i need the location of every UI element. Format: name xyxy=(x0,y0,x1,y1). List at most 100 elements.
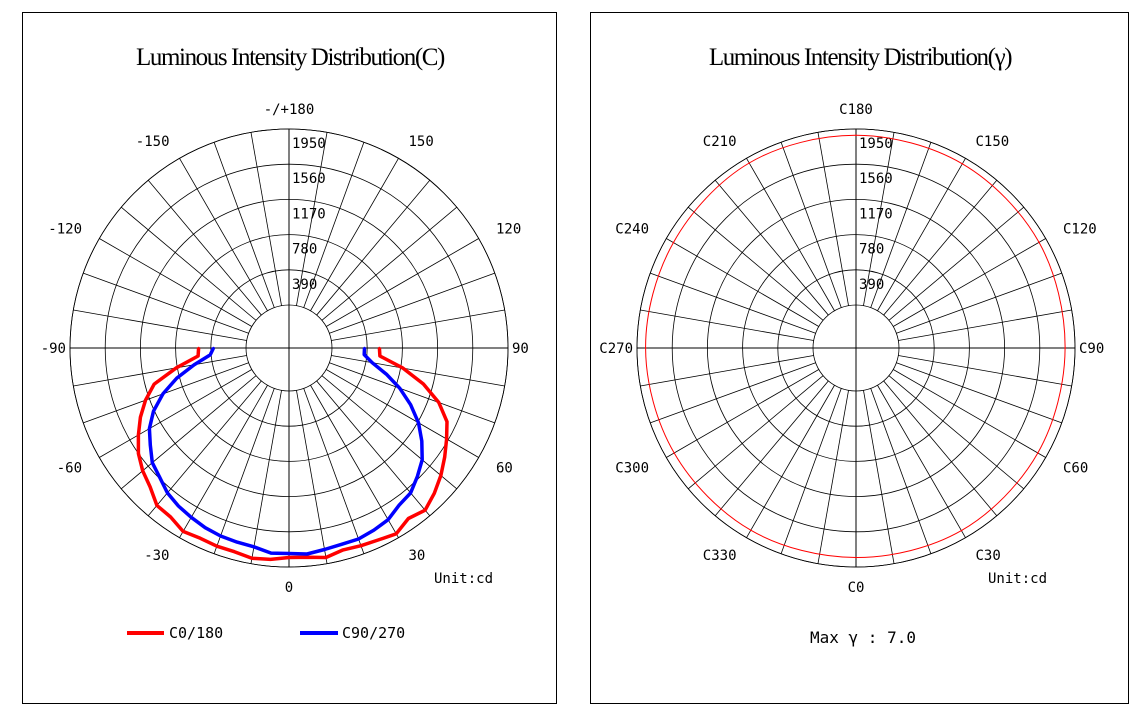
legend-label-c90-270: C90/270 xyxy=(342,624,405,642)
data-point-1-9 xyxy=(158,476,161,479)
right-spoke-120 xyxy=(893,238,1046,327)
right-spoke-320 xyxy=(714,380,829,517)
gamma-point-6 xyxy=(855,134,857,137)
data-point-0-28 xyxy=(439,474,443,477)
left-spoke-300 xyxy=(99,369,252,458)
left-spoke-170 xyxy=(296,132,328,306)
left-spoke-140 xyxy=(316,179,431,316)
data-point-0-14 xyxy=(215,544,219,548)
data-point-1-5 xyxy=(152,409,155,413)
left-angle-label-10: -120 xyxy=(48,222,82,238)
left-spoke-20 xyxy=(303,388,365,554)
left-polar-chart: Luminous Intensity Distribution(C) 390 78… xyxy=(41,44,529,642)
data-point-1-15 xyxy=(235,540,239,544)
data-point-0-13 xyxy=(199,537,202,540)
data-point-1-0 xyxy=(212,346,215,350)
right-spoke-80 xyxy=(898,355,1072,387)
right-radial-tick-1950: 1950 xyxy=(859,136,893,152)
gamma-point-0 xyxy=(855,556,857,559)
data-point-1-24 xyxy=(386,518,390,521)
data-point-1-35 xyxy=(363,353,366,356)
gamma-point-8 xyxy=(672,241,675,244)
left-spoke-30 xyxy=(310,385,399,538)
left-chart-panel: Luminous Intensity Distribution(C) 390 78… xyxy=(22,12,557,704)
data-point-0-17 xyxy=(269,558,272,561)
right-radial-tick-390: 390 xyxy=(859,277,884,293)
data-point-0-3 xyxy=(152,382,156,386)
right-spoke-260 xyxy=(640,309,814,341)
right-spoke-240 xyxy=(666,238,819,327)
right-spoke-100 xyxy=(898,309,1072,341)
left-spoke-200 xyxy=(213,142,275,308)
data-point-0-7 xyxy=(137,452,140,455)
left-spoke-280 xyxy=(73,355,247,387)
data-point-1-27 xyxy=(416,475,419,478)
data-point-1-23 xyxy=(372,528,376,532)
data-point-0-6 xyxy=(137,433,140,437)
right-angle-label-10: C240 xyxy=(615,222,649,238)
right-angle-label-9: C270 xyxy=(599,341,633,357)
left-angle-label-6: 0 xyxy=(285,580,293,596)
right-spoke-130 xyxy=(888,206,1025,321)
gamma-point-10 xyxy=(673,452,675,454)
data-point-0-4 xyxy=(144,399,147,402)
data-point-0-20 xyxy=(324,556,328,559)
left-spoke-210 xyxy=(179,158,268,311)
gamma-point-11 xyxy=(749,529,752,532)
left-spoke-230 xyxy=(120,206,257,321)
left-angle-label-4: 60 xyxy=(496,461,513,477)
data-point-1-20 xyxy=(323,548,326,551)
data-point-1-2 xyxy=(193,363,196,366)
right-angle-label-5: C30 xyxy=(976,548,1001,564)
left-angle-label-0: -/+180 xyxy=(264,102,315,118)
data-point-1-18 xyxy=(287,552,291,555)
data-point-1-16 xyxy=(252,545,256,548)
data-point-1-1 xyxy=(208,353,212,357)
left-angle-label-9: -90 xyxy=(41,341,66,357)
data-point-1-19 xyxy=(305,552,309,556)
data-point-1-6 xyxy=(148,427,151,430)
left-spoke-60 xyxy=(326,369,479,458)
right-spoke-210 xyxy=(746,158,835,311)
right-radial-tick-1170: 1170 xyxy=(859,206,893,222)
left-angle-label-2: 120 xyxy=(496,222,521,238)
right-spoke-150 xyxy=(877,158,966,311)
gamma-point-9 xyxy=(644,347,647,349)
data-point-0-18 xyxy=(287,556,291,559)
right-spoke-50 xyxy=(888,375,1025,490)
data-point-1-26 xyxy=(409,491,412,495)
data-point-0-22 xyxy=(359,544,363,547)
data-point-1-13 xyxy=(204,526,207,529)
left-spoke-50 xyxy=(321,375,458,490)
gamma-point-5 xyxy=(961,163,964,165)
data-point-1-17 xyxy=(269,551,273,555)
data-point-1-12 xyxy=(190,516,193,519)
data-point-0-31 xyxy=(445,420,449,423)
right-angle-label-8: C300 xyxy=(615,461,649,477)
left-spoke-350 xyxy=(250,390,282,564)
right-spoke-350 xyxy=(817,390,849,564)
left-spoke-100 xyxy=(331,309,505,341)
right-chart-title: Luminous Intensity Distribution(γ) xyxy=(709,44,1012,71)
left-radial-tick-390: 390 xyxy=(292,277,317,293)
left-spoke-220 xyxy=(147,179,262,316)
right-angle-label-0: C180 xyxy=(839,102,873,118)
left-spoke-340 xyxy=(213,388,275,554)
data-point-0-26 xyxy=(423,509,427,512)
right-spoke-170 xyxy=(863,132,895,306)
data-point-0-21 xyxy=(341,548,345,552)
left-spoke-260 xyxy=(73,309,247,341)
right-spoke-250 xyxy=(650,272,816,334)
data-point-1-7 xyxy=(149,443,152,447)
data-point-0-32 xyxy=(437,401,441,404)
gamma-curve xyxy=(645,134,1066,559)
left-spoke-80 xyxy=(331,355,505,387)
left-angle-label-7: -30 xyxy=(144,548,169,564)
left-spoke-150 xyxy=(310,158,399,311)
data-point-0-10 xyxy=(155,504,159,507)
data-point-0-23 xyxy=(377,538,380,542)
right-radial-tick-780: 780 xyxy=(859,242,884,258)
data-point-0-25 xyxy=(407,517,410,520)
data-point-1-8 xyxy=(151,461,154,464)
data-point-0-33 xyxy=(422,382,425,386)
